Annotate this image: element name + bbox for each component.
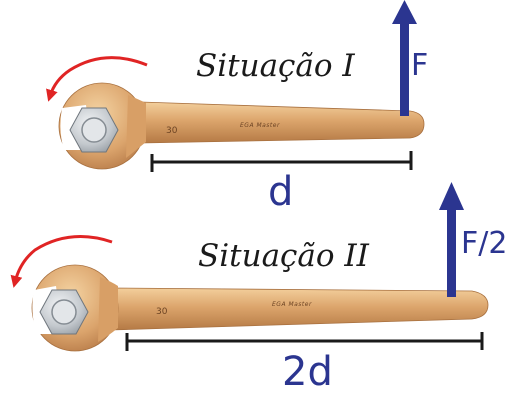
rotation-arrow-icon <box>46 56 148 102</box>
hex-nut-2-hole <box>51 299 77 325</box>
distance-line-1 <box>150 151 413 172</box>
wrench-2-handle <box>109 287 489 331</box>
wrench-1: 30 EGA Master <box>58 82 425 170</box>
force-arrow-1-shaft <box>400 22 409 116</box>
hex-nut-1-hole <box>81 117 107 143</box>
force-label-2: F/2 <box>461 226 507 261</box>
distance-label-1: d <box>268 169 293 215</box>
force-label-1: F <box>411 48 428 83</box>
wrench-1-neck <box>126 95 146 158</box>
wrench-1-size-mark: 30 <box>166 126 178 136</box>
rotation-arrow-icon <box>10 235 113 288</box>
situation-1-title: Situação I <box>196 48 355 84</box>
wrench-1-handle <box>139 101 425 144</box>
wrench-2-size-mark: 30 <box>156 307 168 317</box>
wrench-2: 30 EGA Master <box>31 264 489 352</box>
wrench-2-neck <box>98 277 118 342</box>
situation-2-group: Situação II 30 EGA Master F/2 <box>10 182 507 395</box>
situation-2-title: Situação II <box>198 238 370 274</box>
force-arrow-2-head <box>439 182 464 210</box>
distance-label-2: 2d <box>282 349 333 395</box>
force-arrow-1-head <box>392 0 417 24</box>
wrench-2-brand-logo: EGA Master <box>272 301 312 308</box>
force-arrow-2 <box>439 182 464 297</box>
wrench-1-brand-logo: EGA Master <box>240 122 280 129</box>
force-arrow-2-shaft <box>447 208 456 297</box>
force-arrow-1 <box>392 0 417 116</box>
distance-line-2 <box>125 332 484 351</box>
situation-1-group: Situação I 30 EGA Master F <box>46 0 428 215</box>
